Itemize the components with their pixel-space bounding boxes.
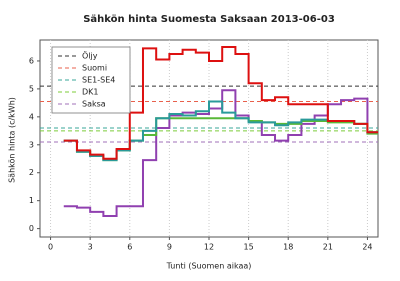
x-tick-label: 9 (167, 243, 172, 252)
y-axis-label: Sähkön hinta (c/kWh) (8, 97, 17, 183)
x-tick-label: 15 (244, 243, 254, 252)
x-tick-label: 3 (88, 243, 93, 252)
legend-label: Öljy (82, 51, 98, 61)
legend-label: Saksa (82, 100, 106, 109)
x-tick-label: 18 (283, 243, 293, 252)
step-line (63, 45, 378, 160)
x-tick-label: 24 (362, 243, 372, 252)
chart-title: Sähkön hinta Suomesta Saksaan 2013-06-03 (83, 14, 335, 25)
x-axis-label: Tunti (Suomen aikaa) (166, 262, 252, 271)
y-tick-label: 1 (29, 196, 34, 205)
y-tick-label: 0 (29, 224, 34, 233)
x-tick-label: 0 (48, 243, 53, 252)
x-tick-label: 21 (323, 243, 333, 252)
legend-label: Suomi (82, 64, 107, 73)
legend-label: DK1 (82, 88, 99, 97)
y-tick-label: 2 (29, 168, 34, 177)
y-tick-label: 4 (29, 112, 34, 121)
x-tick-label: 6 (127, 243, 132, 252)
y-tick-label: 3 (29, 140, 34, 149)
legend-label: SE1-SE4 (82, 76, 115, 85)
y-tick-label: 5 (29, 84, 34, 93)
y-tick-label: 6 (29, 56, 34, 65)
x-tick-label: 12 (204, 243, 214, 252)
